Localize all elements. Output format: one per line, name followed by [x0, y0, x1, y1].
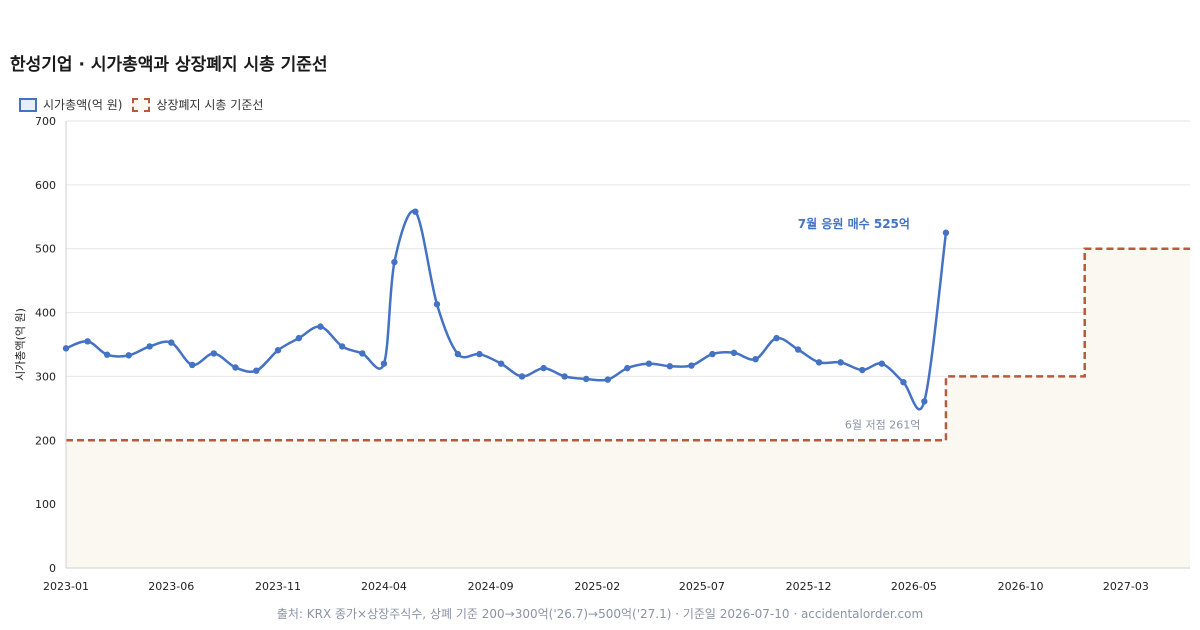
data-point: [688, 362, 695, 369]
data-point: [146, 343, 153, 350]
series-line: [65, 209, 948, 411]
x-tick-label: 2023-01: [43, 580, 89, 593]
data-point: [878, 360, 886, 367]
data-point: [837, 359, 844, 366]
data-point: [253, 367, 260, 374]
legend-label-market-cap: 시가총액(억 원): [43, 98, 123, 112]
data-point: [540, 364, 547, 372]
y-tick-label: 700: [35, 115, 56, 128]
annotation-low: 6월 저점 261억: [845, 418, 920, 431]
data-point: [645, 360, 653, 367]
data-point: [454, 350, 462, 358]
threshold-area: [66, 248, 1190, 568]
data-point: [168, 339, 175, 346]
data-point: [900, 378, 907, 386]
data-point: [624, 364, 631, 372]
legend: 시가총액(억 원) 상장폐지 시총 기준선: [19, 96, 273, 113]
data-point: [317, 323, 324, 330]
y-tick-label: 300: [35, 370, 56, 383]
data-point: [359, 350, 366, 357]
data-point: [433, 301, 441, 308]
data-point: [666, 363, 674, 370]
series-layer: [62, 208, 950, 411]
y-tick-label: 600: [35, 179, 56, 192]
x-tick-label: 2023-06: [148, 580, 194, 593]
y-tick-label: 400: [35, 307, 56, 320]
y-tick-label: 500: [35, 243, 56, 256]
x-tick-label: 2025-12: [786, 580, 832, 593]
x-tick-label: 2023-11: [255, 580, 301, 593]
data-point: [730, 349, 738, 357]
x-tick-label: 2025-02: [574, 580, 620, 593]
y-tick-label: 0: [49, 562, 56, 575]
legend-swatch-threshold: [132, 97, 151, 112]
data-point: [62, 345, 70, 352]
data-point: [921, 398, 928, 405]
x-tick-label: 2026-05: [891, 580, 937, 593]
data-point: [518, 373, 526, 380]
legend-label-threshold: 상장폐지 시총 기준선: [156, 98, 264, 112]
data-point: [412, 208, 419, 215]
data-point: [582, 375, 590, 383]
x-tick-label: 2024-04: [361, 580, 407, 593]
threshold-line: [66, 247, 1190, 442]
y-tick-label: 200: [35, 434, 56, 447]
data-point: [232, 364, 239, 371]
y-axis-title: 시가총액(억 원): [14, 308, 27, 381]
axis-layer: 0 100 200 300 400 500 600 700 2023-01 2023-06 2023…: [14, 115, 1190, 593]
data-point: [125, 352, 132, 359]
y-tick-label: 100: [35, 498, 56, 511]
data-point: [380, 360, 388, 367]
data-point: [604, 376, 611, 383]
data-point: [210, 350, 218, 357]
legend-item-threshold[interactable]: 상장폐지 시총 기준선: [132, 96, 263, 113]
data-point: [84, 338, 91, 345]
data-point: [815, 359, 823, 366]
x-tick-label: 2027-03: [1103, 580, 1149, 593]
data-point: [189, 361, 196, 369]
data-point: [773, 334, 780, 342]
source-note: 출처: KRX 종가×상장주식수, 상폐 기준 200→300억('26.7)→…: [276, 607, 924, 621]
legend-swatch-market-cap: [19, 97, 37, 112]
legend-item-market-cap[interactable]: 시가총액(억 원): [19, 96, 122, 113]
data-point: [497, 360, 505, 367]
annotation-layer: 7월 응원 매수 525억 6월 저점 261억: [798, 216, 921, 432]
data-point: [859, 366, 866, 374]
x-tick-label: 2024-09: [468, 580, 514, 593]
x-tick-label: 2026-10: [998, 580, 1044, 593]
data-point: [561, 373, 568, 380]
annotation-high: 7월 응원 매수 525억: [798, 216, 910, 231]
data-point: [794, 346, 802, 353]
data-point: [942, 229, 950, 236]
data-point: [391, 258, 398, 266]
x-tick-label: 2025-07: [679, 580, 725, 593]
data-point: [274, 347, 282, 354]
chart-title: 한성기업 · 시가총액과 상장폐지 시총 기준선: [10, 55, 328, 75]
data-point: [476, 350, 483, 358]
data-point: [338, 343, 346, 350]
data-point: [709, 350, 716, 358]
data-point: [295, 334, 303, 342]
threshold-layer: [66, 247, 1190, 568]
data-point: [103, 351, 111, 358]
data-point: [752, 355, 759, 363]
